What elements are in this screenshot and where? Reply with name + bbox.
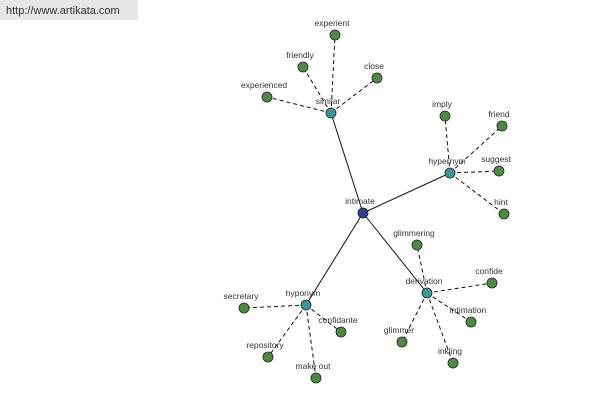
leaf-node <box>297 61 309 73</box>
root-node <box>357 207 369 219</box>
leaf-node <box>496 120 508 132</box>
edge <box>330 112 364 214</box>
leaf-node-label: friend <box>488 109 510 119</box>
leaf-node <box>396 336 408 348</box>
leaf-node-label: close <box>364 61 384 71</box>
group-node-label: similar <box>316 96 341 106</box>
edge-dashed <box>426 292 472 323</box>
edge-dashed <box>449 172 505 215</box>
edge-dashed <box>449 170 500 174</box>
leaf-node-label: confide <box>475 266 503 276</box>
edge-dashed <box>305 304 342 333</box>
edge-dashed <box>267 304 307 358</box>
edge <box>362 172 451 214</box>
group-node <box>444 167 456 179</box>
leaf-node <box>371 72 383 84</box>
leaf-node <box>329 29 341 41</box>
edge-dashed <box>330 34 336 114</box>
leaf-node <box>465 316 477 328</box>
edge-dashed <box>426 282 493 294</box>
leaf-node-label: secretary <box>224 291 260 301</box>
leaf-node <box>310 372 322 384</box>
watermark: http://www.artikata.com <box>6 5 120 17</box>
edge-dashed <box>266 96 332 114</box>
root-node-label: intimate <box>345 196 375 206</box>
leaf-node-label: glimmering <box>393 228 435 238</box>
edge-dashed <box>243 304 307 309</box>
edge-dashed <box>449 125 503 174</box>
leaf-node <box>238 302 250 314</box>
edge <box>305 212 364 306</box>
edge-dashed <box>426 292 454 364</box>
leaf-node-label: suggest <box>481 154 511 164</box>
leaf-node <box>486 277 498 289</box>
edge-dashed <box>330 77 378 114</box>
leaf-node-label: friendly <box>286 50 314 60</box>
leaf-node-label: imply <box>432 99 453 109</box>
group-node <box>300 299 312 311</box>
leaf-node-label: experienced <box>241 80 288 90</box>
group-node-label: hyponym <box>286 288 321 298</box>
leaf-node-label: intimation <box>450 305 487 315</box>
edge-dashed <box>302 66 332 114</box>
leaf-node <box>335 326 347 338</box>
watermark-box <box>0 0 138 20</box>
leaf-node-label: hint <box>494 197 508 207</box>
leaf-node <box>439 110 451 122</box>
edge-dashed <box>305 304 317 379</box>
edge-dashed <box>401 292 428 343</box>
leaf-node-label: inkling <box>438 346 462 356</box>
edge-dashed <box>444 115 451 174</box>
group-node <box>325 107 337 119</box>
leaf-node <box>498 208 510 220</box>
leaf-node-label: experient <box>315 18 351 28</box>
leaf-node-label: confidante <box>318 315 357 325</box>
leaf-node-label: repository <box>246 340 284 350</box>
edge-dashed <box>416 244 428 294</box>
group-node <box>421 287 433 299</box>
group-node-label: derivation <box>406 276 443 286</box>
leaf-node-label: glimmer <box>384 325 414 335</box>
leaf-node <box>447 357 459 369</box>
leaf-node <box>262 351 274 363</box>
leaf-node-label: make out <box>296 361 332 371</box>
leaf-node <box>493 165 505 177</box>
edge <box>362 212 428 294</box>
leaf-node <box>261 91 273 103</box>
group-node-label: hypernym <box>428 156 465 166</box>
leaf-node <box>411 239 423 251</box>
